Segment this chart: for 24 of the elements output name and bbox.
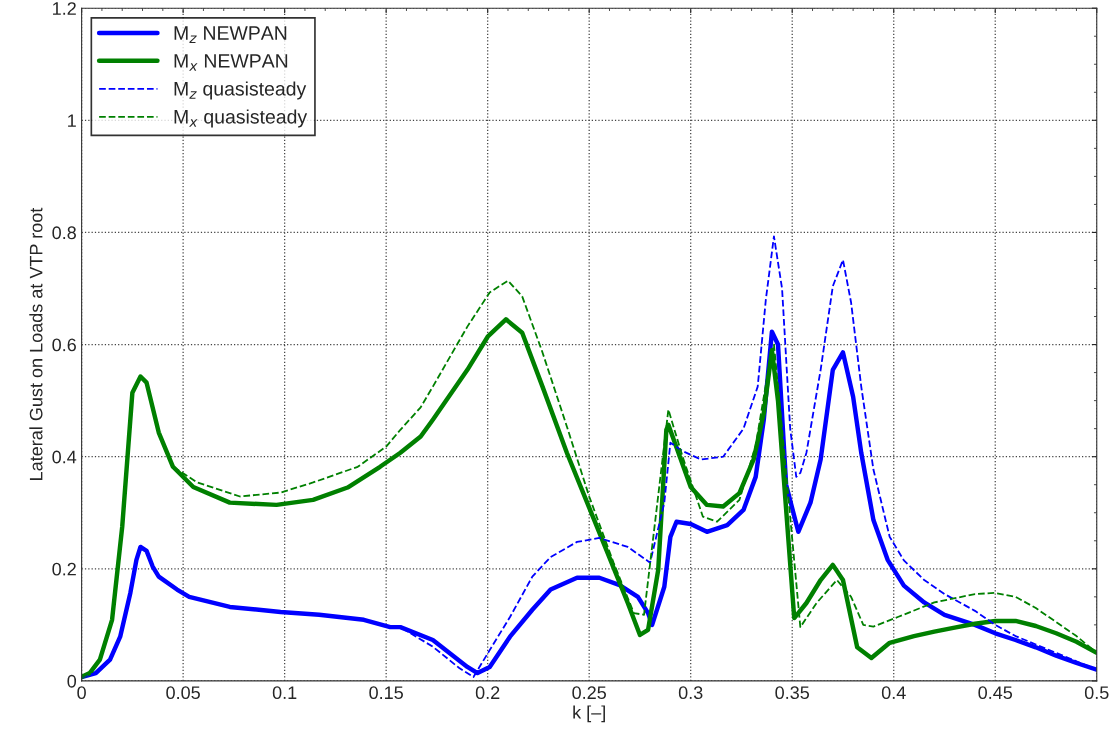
legend-label: M$_{z}$ NEWPAN <box>174 26 287 43</box>
y-tick-label: 1.2 <box>53 2 76 15</box>
x-axis-title: k [–] <box>573 705 605 723</box>
legend-label: M$_{x}$ quasisteady <box>174 109 308 128</box>
x-tick-label: 0.1 <box>272 686 297 700</box>
y-tick-label: 0.6 <box>52 338 76 352</box>
x-tick-label: 0.45 <box>978 686 1013 700</box>
legend-label: M$_{z}$ quasisteady <box>174 81 307 100</box>
y-axis-title: Lateral Gust on Loads at VTP root <box>29 207 43 480</box>
legend-label: M$_{x}$ NEWPAN <box>174 54 288 71</box>
x-tick-label: 0.4 <box>881 686 906 700</box>
x-tick-label: 0.25 <box>572 686 606 700</box>
y-tick-label: 0.8 <box>52 226 76 240</box>
x-tick-label: 0 <box>77 686 86 700</box>
y-tick-label: 0 <box>67 674 77 688</box>
x-tick-label: 0.15 <box>369 686 403 700</box>
y-tick-label: 0.4 <box>52 450 77 464</box>
x-tick-label: 0.05 <box>166 686 200 700</box>
x-tick-label: 0.5 <box>1084 686 1109 700</box>
x-tick-label: 0.2 <box>475 686 500 700</box>
x-tick-label: 0.35 <box>775 686 810 700</box>
y-tick-label: 0.2 <box>52 562 76 576</box>
y-tick-label: 1 <box>68 114 76 127</box>
x-tick-label: 0.3 <box>678 686 703 700</box>
